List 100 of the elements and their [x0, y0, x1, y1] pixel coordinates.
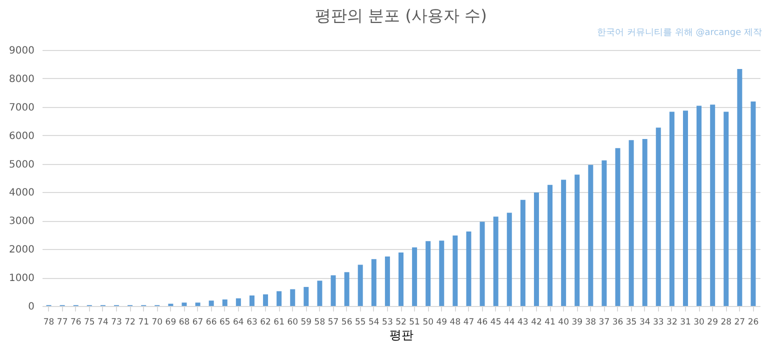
bar — [642, 139, 648, 306]
x-tick-label: 36 — [612, 318, 624, 328]
x-tick-label: 38 — [585, 318, 596, 328]
x-tick-label: 75 — [84, 318, 95, 328]
bar — [426, 241, 431, 306]
x-tick-label: 55 — [354, 318, 366, 328]
bar — [588, 164, 594, 306]
x-tick-label: 67 — [192, 318, 204, 328]
bar — [628, 140, 634, 306]
bar — [344, 272, 350, 306]
bar — [249, 295, 254, 306]
x-tick-label: 74 — [98, 318, 108, 328]
bar — [466, 231, 472, 306]
bar — [696, 106, 702, 306]
bar — [384, 256, 390, 306]
bar — [398, 252, 404, 306]
x-tick-label: 29 — [707, 318, 718, 328]
x-tick-label: 41 — [544, 318, 556, 328]
bar — [276, 291, 282, 306]
x-tick-label: 37 — [598, 318, 610, 328]
bar — [412, 247, 418, 306]
bar — [236, 298, 241, 306]
y-tick-label: 4000 — [9, 188, 34, 199]
x-tick-label: 66 — [206, 318, 217, 328]
x-tick-label: 27 — [734, 318, 746, 328]
bar — [290, 289, 296, 306]
x-tick-label: 61 — [274, 318, 284, 328]
y-tick-label: 9000 — [9, 46, 34, 56]
x-tick-label: 53 — [382, 318, 393, 328]
bar — [534, 192, 539, 306]
y-tick-label: 5000 — [9, 159, 34, 170]
bar — [439, 240, 444, 306]
y-tick-label: 6000 — [9, 130, 34, 142]
bar — [358, 264, 363, 306]
bar — [682, 110, 688, 306]
x-tick-label: 58 — [314, 318, 326, 328]
x-tick-label: 78 — [43, 318, 54, 328]
x-tick-label: 34 — [639, 318, 650, 328]
x-tick-label: 26 — [748, 318, 759, 328]
x-tick-label: 51 — [409, 318, 420, 328]
bar — [371, 259, 376, 306]
x-tick-label: 56 — [341, 318, 352, 328]
y-tick-label: 1000 — [9, 273, 34, 284]
bar — [737, 69, 742, 306]
x-tick-label: 32 — [666, 318, 678, 328]
bar — [520, 200, 526, 306]
x-tick-label: 33 — [652, 318, 664, 328]
bar — [724, 112, 729, 306]
bar — [452, 235, 458, 306]
x-tick-label: 44 — [504, 318, 515, 328]
bar — [506, 212, 512, 306]
x-tick-label: 73 — [111, 318, 122, 328]
bar — [330, 275, 336, 306]
bar — [710, 104, 716, 306]
x-tick-label: 31 — [680, 318, 691, 328]
bar — [182, 302, 187, 306]
bar — [480, 222, 485, 306]
x-tick-label: 47 — [463, 318, 474, 328]
x-tick-label: 35 — [626, 318, 637, 328]
y-tick-label: 8000 — [9, 74, 34, 85]
x-tick-label: 64 — [233, 318, 244, 328]
x-tick-label: 40 — [558, 318, 569, 328]
y-tick-label: 7000 — [9, 102, 34, 114]
bar — [602, 160, 607, 306]
x-tick-label: 57 — [328, 318, 339, 328]
x-tick-label: 71 — [138, 318, 150, 328]
bar — [669, 112, 674, 306]
x-tick-label: 48 — [450, 318, 461, 328]
x-tick-label: 62 — [260, 318, 271, 328]
y-tick-label: 2000 — [9, 244, 34, 256]
x-tick-label: 70 — [152, 318, 163, 328]
bar — [548, 184, 553, 306]
bar — [656, 128, 661, 306]
y-tick-label: 3000 — [9, 216, 34, 228]
x-tick-label: 42 — [531, 318, 542, 328]
y-tick-label: 0 — [28, 302, 34, 312]
bar — [615, 148, 620, 306]
bar — [195, 302, 200, 306]
x-tick-label: 43 — [518, 318, 528, 328]
bar — [208, 300, 214, 306]
x-tick-label: 45 — [490, 318, 502, 328]
bar — [493, 216, 498, 306]
x-tick-label: 52 — [396, 318, 406, 328]
chart-title: 평판의 분포 (사용자 수) — [315, 6, 487, 25]
text: 한국어 커뮤니티를 위해 @arcange 제작 — [597, 28, 762, 38]
x-axis-title: 평판 — [390, 328, 414, 342]
x-tick-label: 60 — [287, 318, 298, 328]
bar — [317, 280, 322, 306]
x-tick-label: 46 — [476, 318, 488, 328]
x-tick-label: 39 — [572, 318, 583, 328]
bar — [561, 180, 566, 306]
x-tick-label: 28 — [720, 318, 732, 328]
x-tick-label: 63 — [246, 318, 258, 328]
bar — [263, 294, 268, 306]
x-tick-label: 65 — [219, 318, 230, 328]
x-tick-label: 77 — [56, 318, 68, 328]
x-tick-label: 54 — [368, 318, 380, 328]
x-tick-label: 76 — [70, 318, 82, 328]
bar — [222, 299, 228, 306]
bar — [750, 101, 756, 306]
